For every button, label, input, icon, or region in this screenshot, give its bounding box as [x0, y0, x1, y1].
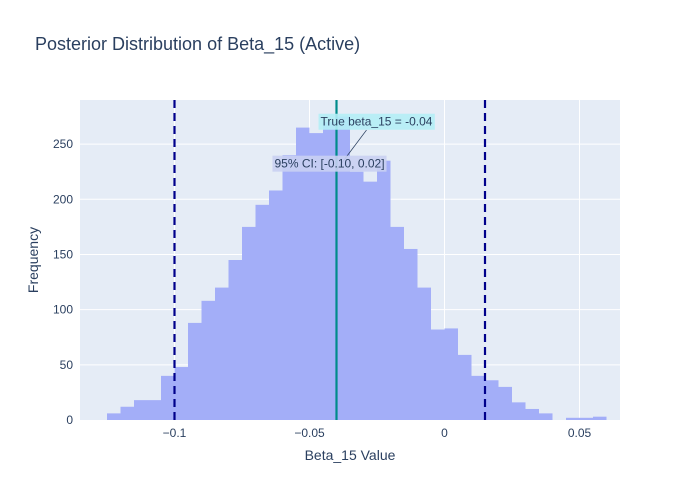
x-axis-title: Beta_15 Value	[305, 447, 396, 463]
histogram-bar	[201, 300, 215, 420]
annotations: True beta_15 = -0.04 95% CI: [-0.10, 0.02…	[272, 113, 435, 172]
histogram-bar	[161, 375, 175, 420]
histogram-bar	[579, 417, 593, 420]
y-ticks: 0 50 100 150 200 250	[53, 137, 73, 427]
histogram-bar	[444, 328, 458, 420]
histogram-bar	[188, 322, 202, 420]
histogram-bar	[539, 413, 553, 420]
histogram-bar	[458, 354, 472, 420]
x-tick-label: −0.1	[163, 426, 187, 440]
histogram-bar	[350, 171, 364, 420]
histogram-bar	[134, 400, 148, 420]
y-tick-label: 200	[53, 192, 73, 206]
true-value-label-bg	[318, 113, 435, 130]
y-tick-label: 50	[60, 358, 74, 372]
histogram-bar	[471, 375, 485, 420]
histogram-bar	[174, 367, 188, 420]
histogram-bar	[323, 122, 337, 420]
x-tick-label: −0.05	[294, 426, 325, 440]
y-axis-title: Frequency	[25, 227, 41, 293]
histogram-bar	[120, 406, 134, 420]
bars	[107, 116, 607, 421]
histogram-bar	[282, 155, 296, 420]
y-tick-label: 100	[53, 303, 73, 317]
true-value-label: True beta_15 = -0.04	[318, 113, 435, 130]
histogram-bar	[525, 408, 539, 420]
histogram-bar	[215, 287, 229, 420]
y-tick-label: 0	[66, 413, 73, 427]
true-value-label-text: True beta_15 = -0.04	[321, 115, 433, 129]
histogram-bar	[296, 127, 310, 420]
histogram-bar	[417, 287, 431, 420]
chart-title: Posterior Distribution of Beta_15 (Activ…	[35, 34, 360, 55]
histogram-bar	[269, 190, 283, 420]
histogram-bar	[390, 226, 404, 420]
histogram-bar	[255, 204, 269, 420]
x-tick-label: 0.05	[568, 426, 592, 440]
x-ticks: −0.1 −0.05 0 0.05	[163, 426, 592, 440]
histogram-bar	[228, 260, 242, 420]
y-tick-label: 250	[53, 137, 73, 151]
ci-label: 95% CI: [-0.10, 0.02]	[272, 155, 387, 172]
reference-lines	[173, 100, 487, 420]
histogram-bar	[566, 417, 580, 420]
x-tick-label: 0	[441, 426, 448, 440]
histogram-bar	[404, 248, 418, 420]
histogram-bar	[512, 402, 526, 420]
histogram-bar	[431, 329, 445, 420]
histogram-bar	[498, 386, 512, 420]
histogram-bar	[377, 160, 391, 421]
histogram-bar	[363, 181, 377, 420]
histogram-bar	[485, 380, 499, 420]
histogram-bar	[309, 133, 323, 420]
histogram-bar	[242, 226, 256, 420]
histogram-bar	[336, 116, 350, 420]
histogram-bar	[107, 413, 121, 420]
ci-label-text: 95% CI: [-0.10, 0.02]	[274, 157, 384, 171]
histogram-bar	[147, 400, 161, 420]
ci-label-bg	[272, 155, 387, 172]
y-tick-label: 150	[53, 247, 73, 261]
histogram-bar	[593, 416, 607, 420]
